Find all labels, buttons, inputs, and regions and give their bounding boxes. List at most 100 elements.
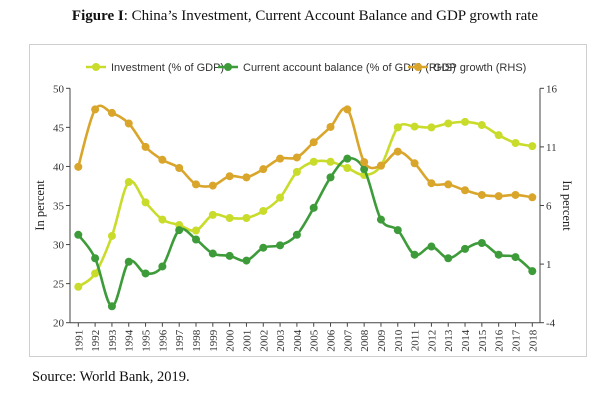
data-point bbox=[528, 267, 537, 276]
data-point bbox=[494, 131, 503, 140]
x-tick-label: 2011 bbox=[410, 330, 422, 352]
data-point bbox=[360, 165, 369, 174]
data-point bbox=[427, 123, 436, 132]
data-point bbox=[292, 153, 301, 162]
data-point bbox=[91, 254, 100, 263]
data-point bbox=[376, 161, 385, 170]
x-tick-label: 2010 bbox=[393, 329, 405, 352]
left-tick-label: 40 bbox=[53, 161, 65, 173]
x-tick-label: 2007 bbox=[342, 329, 354, 352]
x-tick-label: 2013 bbox=[443, 329, 455, 352]
data-point bbox=[528, 142, 537, 151]
data-point bbox=[393, 123, 402, 132]
data-point bbox=[74, 282, 83, 291]
data-point bbox=[309, 138, 318, 147]
data-point bbox=[276, 193, 285, 202]
data-point bbox=[444, 180, 453, 189]
left-tick-label: 20 bbox=[53, 318, 65, 330]
x-tick-label: 2017 bbox=[510, 329, 522, 352]
data-point bbox=[192, 226, 201, 235]
x-tick-label: 1994 bbox=[124, 329, 136, 352]
data-point bbox=[461, 244, 470, 253]
legend-swatch-marker bbox=[92, 63, 100, 71]
data-point bbox=[494, 250, 503, 259]
data-point bbox=[107, 302, 116, 311]
data-point bbox=[393, 226, 402, 235]
x-tick-label: 2006 bbox=[326, 329, 338, 352]
data-point bbox=[528, 193, 537, 202]
data-point bbox=[107, 108, 116, 117]
data-point bbox=[107, 231, 116, 240]
data-point bbox=[141, 142, 150, 151]
x-tick-label: 2002 bbox=[258, 330, 270, 352]
series-line-1 bbox=[77, 156, 534, 308]
x-tick-label: 2008 bbox=[359, 329, 371, 352]
data-point bbox=[192, 180, 201, 189]
data-point bbox=[225, 172, 234, 181]
data-point bbox=[511, 190, 520, 199]
left-tick-label: 50 bbox=[53, 83, 65, 95]
data-point bbox=[158, 215, 167, 224]
data-point bbox=[461, 186, 470, 195]
data-point bbox=[511, 253, 520, 262]
data-point bbox=[242, 173, 251, 182]
x-tick-label: 2016 bbox=[494, 329, 506, 352]
data-point bbox=[208, 249, 217, 258]
data-point bbox=[292, 167, 301, 176]
x-tick-label: 2003 bbox=[275, 329, 287, 352]
data-point bbox=[461, 117, 470, 126]
data-point bbox=[91, 105, 100, 114]
x-tick-label: 1991 bbox=[73, 330, 85, 352]
data-point bbox=[259, 165, 268, 174]
right-tick-label: 11 bbox=[546, 142, 557, 154]
data-point bbox=[192, 235, 201, 244]
legend-swatch-marker bbox=[224, 63, 232, 71]
data-point bbox=[175, 163, 184, 172]
x-tick-label: 1995 bbox=[141, 329, 153, 352]
legend-label: Investment (% of GDP) bbox=[111, 62, 224, 74]
data-point bbox=[91, 269, 100, 278]
right-tick-label: 6 bbox=[546, 201, 552, 213]
right-tick-label: -4 bbox=[546, 318, 556, 330]
x-tick-label: 1999 bbox=[208, 329, 220, 352]
data-point bbox=[208, 210, 217, 219]
data-point bbox=[225, 251, 234, 260]
data-point bbox=[309, 203, 318, 212]
data-point bbox=[225, 214, 234, 223]
x-tick-label: 2012 bbox=[426, 330, 438, 352]
data-point bbox=[124, 257, 133, 266]
left-tick-label: 35 bbox=[53, 201, 65, 213]
data-point bbox=[326, 173, 335, 182]
x-tick-label: 2001 bbox=[241, 330, 253, 352]
x-tick-label: 2009 bbox=[376, 329, 388, 352]
source-note: Source: World Bank, 2019. bbox=[32, 369, 190, 385]
data-point bbox=[343, 163, 352, 172]
data-point bbox=[259, 206, 268, 215]
x-tick-label: 1993 bbox=[107, 329, 119, 352]
data-point bbox=[444, 254, 453, 263]
data-point bbox=[158, 155, 167, 164]
right-tick-label: 1 bbox=[546, 259, 552, 271]
data-point bbox=[477, 239, 486, 248]
x-tick-label: 2015 bbox=[477, 329, 489, 352]
legend-label: GDP growth (RHS) bbox=[433, 62, 526, 74]
data-point bbox=[427, 179, 436, 188]
data-point bbox=[309, 157, 318, 166]
x-tick-label: 1998 bbox=[191, 329, 203, 352]
data-point bbox=[427, 242, 436, 251]
x-tick-label: 2018 bbox=[527, 329, 539, 352]
data-point bbox=[410, 122, 419, 131]
title-figure-label: Figure I bbox=[71, 8, 124, 24]
x-tick-label: 1992 bbox=[90, 330, 102, 352]
x-tick-label: 2000 bbox=[225, 329, 237, 352]
series-line-0 bbox=[77, 120, 533, 288]
data-point bbox=[242, 214, 251, 223]
data-point bbox=[494, 192, 503, 201]
data-point bbox=[276, 154, 285, 163]
data-point bbox=[511, 138, 520, 147]
data-point bbox=[124, 178, 133, 187]
data-point bbox=[376, 215, 385, 224]
data-point bbox=[477, 121, 486, 130]
data-point bbox=[444, 119, 453, 128]
